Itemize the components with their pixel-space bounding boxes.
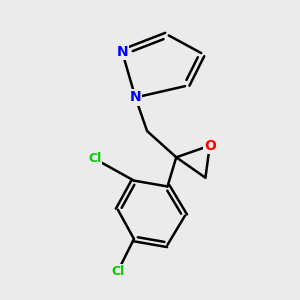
Text: Cl: Cl: [88, 152, 101, 165]
Text: N: N: [130, 91, 141, 104]
Text: N: N: [116, 45, 128, 59]
Text: O: O: [204, 139, 216, 153]
Text: Cl: Cl: [111, 265, 124, 278]
